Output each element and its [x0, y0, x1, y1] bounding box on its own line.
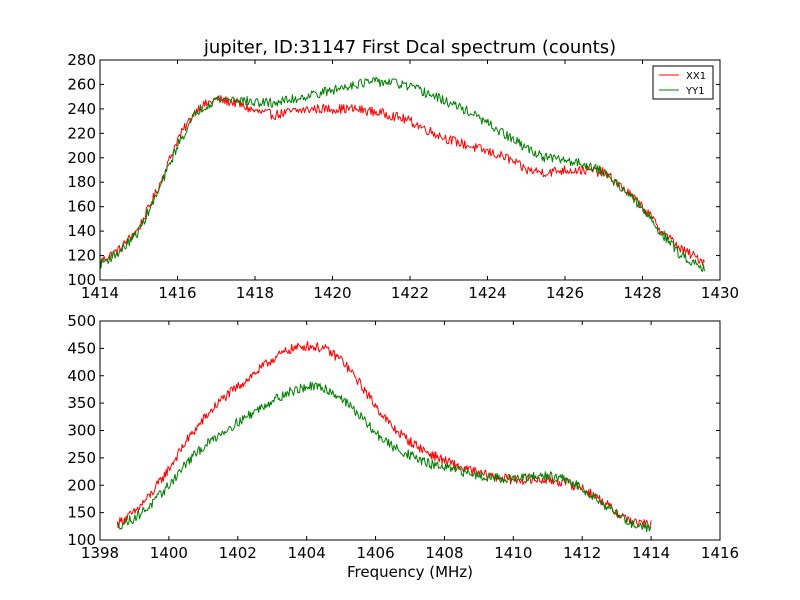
series-line-red [116, 340, 652, 529]
y-tick-label: 500 [67, 312, 96, 330]
y-tick-label: 220 [67, 124, 96, 142]
y-tick-label: 250 [67, 449, 96, 467]
x-tick-label: 1418 [236, 284, 274, 302]
x-tick-label: 1400 [150, 544, 188, 562]
series-line-xx1 [100, 95, 705, 266]
y-tick-label: 200 [67, 476, 96, 494]
x-tick-label: 1398 [81, 544, 119, 562]
series-line-yy1 [100, 76, 705, 273]
x-axis-label: Frequency (MHz) [347, 563, 473, 581]
y-tick-label: 300 [67, 422, 96, 440]
top-panel: 1414 1416 1418 1420 1422 1424 1426 1428 1430 100 1… [67, 37, 739, 302]
x-tick-label: 1426 [546, 284, 584, 302]
y-tick-label: 240 [67, 100, 96, 118]
y-tick-label: 150 [67, 504, 96, 522]
y-tick-label: 100 [67, 271, 96, 289]
legend-box [652, 65, 714, 100]
y-tick-label: 400 [67, 367, 96, 385]
y-tick-label: 160 [67, 198, 96, 216]
x-tick-label: 1430 [701, 284, 739, 302]
x-tick-label: 1402 [219, 544, 257, 562]
x-tick-label: 1412 [563, 544, 601, 562]
legend-label: YY1 [685, 86, 705, 97]
y-tick-label: 200 [67, 149, 96, 167]
x-tick-label: 1422 [391, 284, 429, 302]
y-tick-label: 140 [67, 222, 96, 240]
x-tick-label: 1424 [468, 284, 506, 302]
x-tick-label: 1408 [425, 544, 463, 562]
x-tick-label: 1404 [288, 544, 326, 562]
x-tick-label: 1420 [313, 284, 351, 302]
series-line-green [116, 381, 652, 533]
plot-frame [99, 320, 721, 541]
y-tick-label: 260 [67, 75, 96, 93]
x-tick-label: 1406 [356, 544, 394, 562]
y-tick-label: 280 [67, 51, 96, 69]
y-tick-label: 100 [67, 531, 96, 549]
x-tick-label: 1416 [701, 544, 739, 562]
x-tick-label: 1410 [494, 544, 532, 562]
y-tick-label: 180 [67, 173, 96, 191]
x-tick-label: 1428 [623, 284, 661, 302]
x-tick-label: 1416 [158, 284, 196, 302]
x-tick-label: 1414 [632, 544, 670, 562]
legend-label: XX1 [686, 71, 706, 82]
y-tick-label: 350 [67, 394, 96, 412]
x-tick-label: 1414 [81, 284, 119, 302]
chart-title: jupiter, ID:31147 First Dcal spectrum (c… [203, 37, 616, 58]
plot-frame [99, 59, 721, 281]
y-tick-label: 120 [67, 247, 96, 265]
y-tick-label: 450 [67, 339, 96, 357]
bottom-panel: 1398 1400 1402 1404 1406 1408 1410 1412 1414 1416… [67, 312, 739, 581]
